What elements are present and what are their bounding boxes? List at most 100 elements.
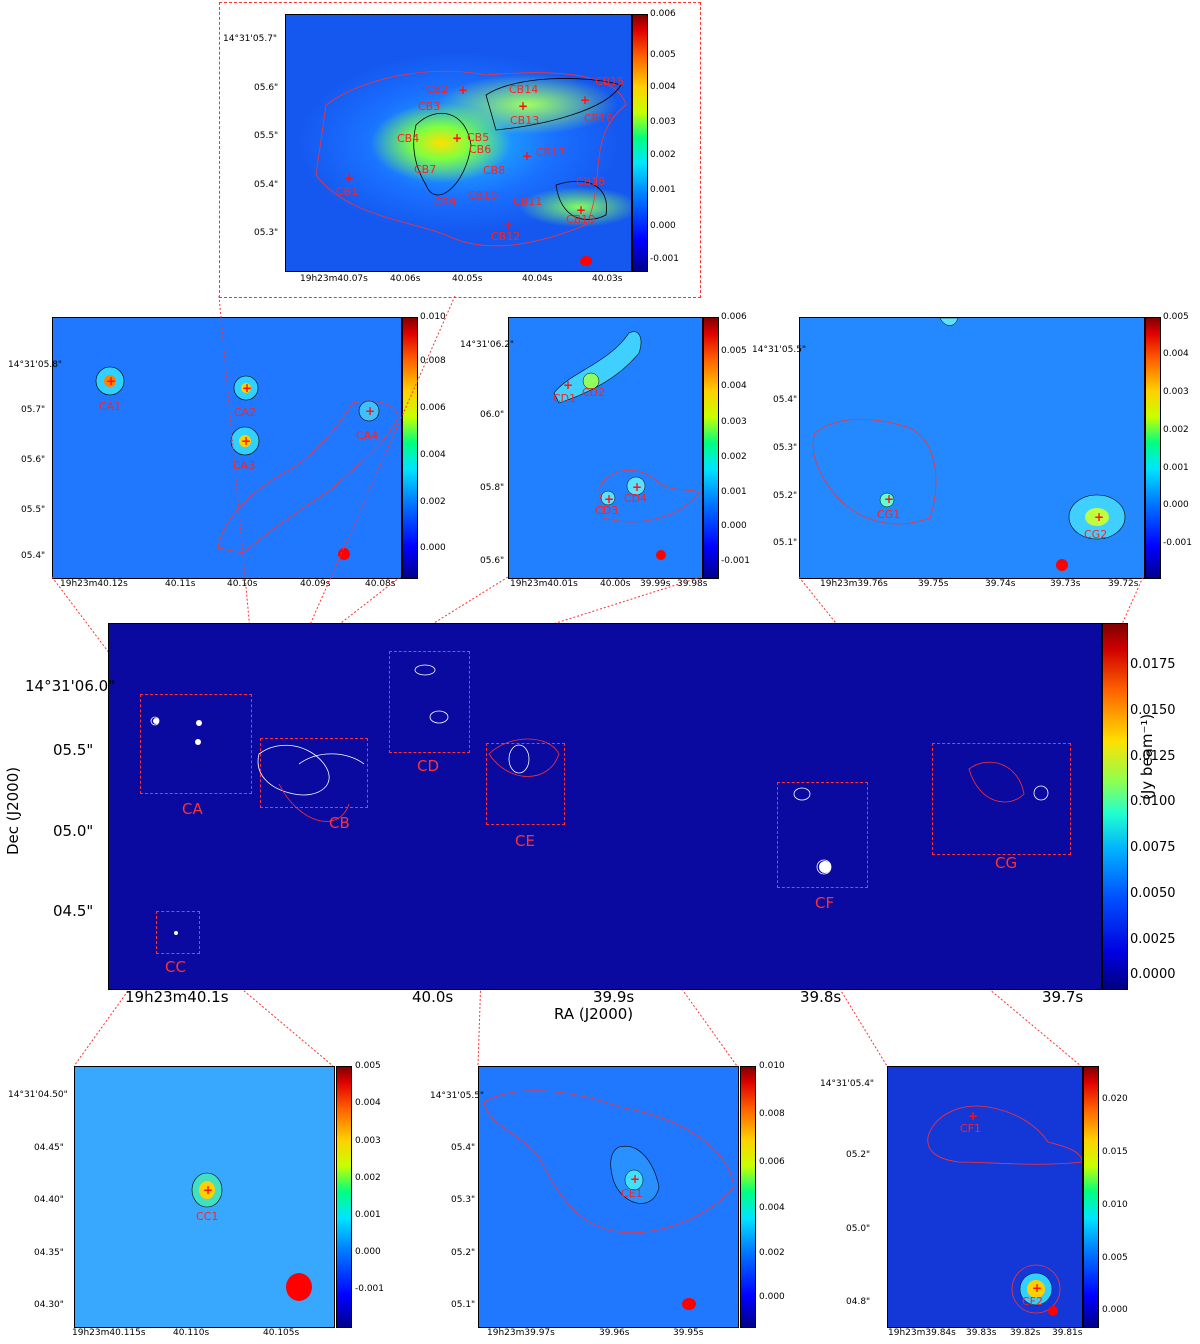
- source-label-cb19: CB19: [566, 213, 596, 226]
- source-label-cb1: CB1: [336, 185, 359, 198]
- cbar-tick: 0.006: [650, 9, 676, 19]
- cbar-tick: 0.001: [355, 1210, 381, 1220]
- source-marker: +: [241, 434, 252, 448]
- cbar-tick: 0.003: [1163, 387, 1189, 397]
- ra-tick: 19h23m39.84s: [888, 1328, 956, 1338]
- ra-tick: 40.110s: [173, 1328, 210, 1338]
- dec-tick: 05.5": [53, 741, 94, 759]
- panel-cc-colorbar: [336, 1066, 352, 1328]
- cbar-tick: -0.001: [355, 1284, 385, 1294]
- source-label-cf1: CF1: [960, 1122, 982, 1135]
- source-marker: +: [452, 131, 463, 145]
- cbar-tick: 0.000: [759, 1292, 785, 1302]
- region-label-cf: CF: [815, 894, 835, 912]
- ra-tick: 39.75s: [918, 579, 949, 589]
- region-box-cc: [156, 911, 200, 954]
- cbar-tick: 0.0150: [1130, 703, 1176, 718]
- ra-tick: 40.105s: [263, 1328, 300, 1338]
- source-marker: +: [1032, 1281, 1043, 1295]
- cbar-tick: 0.0100: [1130, 794, 1176, 809]
- region-label-ce: CE: [515, 832, 535, 850]
- region-label-cd: CD: [417, 757, 440, 775]
- region-box-cb: [260, 738, 368, 808]
- source-label-cd2: CD2: [582, 386, 606, 399]
- source-label-cb9: CB9: [434, 196, 457, 209]
- source-marker: +: [344, 171, 355, 185]
- cbar-tick: 0.002: [650, 150, 676, 160]
- source-label-cb12: CB12: [491, 230, 521, 243]
- cbar-tick: 0.004: [1163, 349, 1189, 359]
- panel-cb-dashed-frame: [219, 2, 701, 298]
- source-label-cb7: CB7: [414, 163, 437, 176]
- source-label-cb4: CB4: [397, 132, 420, 145]
- cbar-tick: 0.001: [650, 185, 676, 195]
- source-label-cb5: CB5: [467, 131, 490, 144]
- cbar-tick: 0.005: [1102, 1253, 1128, 1263]
- dec-tick: 05.7": [21, 405, 46, 415]
- cbar-tick: 0.004: [420, 450, 446, 460]
- ra-tick: 39.95s: [673, 1328, 704, 1338]
- ra-tick: 39.8s: [800, 988, 842, 1006]
- dec-tick: 04.45": [34, 1143, 64, 1153]
- source-label-cg2: CG2: [1084, 528, 1108, 541]
- region-box-cd: [389, 651, 470, 753]
- cbar-tick: 0.0025: [1130, 932, 1176, 947]
- panel-cg-image: + CG1 + CG2: [799, 317, 1145, 579]
- source-marker: +: [522, 149, 533, 163]
- source-label-cd3: CD3: [595, 504, 619, 517]
- ra-tick: 40.03s: [592, 274, 623, 284]
- cbar-tick: 0.002: [1163, 425, 1189, 435]
- panel-cc-image: + CC1: [74, 1066, 335, 1328]
- cbar-tick: 0.0125: [1130, 749, 1176, 764]
- cbar-tick: 0.000: [1102, 1305, 1128, 1315]
- source-marker: +: [518, 99, 529, 113]
- source-label-cd1: CD1: [553, 392, 577, 405]
- ra-tick: 19h23m40.01s: [510, 579, 578, 589]
- region-box-cg: [932, 743, 1071, 855]
- ra-tick: 39.81s: [1052, 1328, 1083, 1338]
- ra-tick: 39.96s: [599, 1328, 630, 1338]
- source-label-ca3: CA3: [233, 459, 256, 472]
- cbar-tick: 0.005: [650, 50, 676, 60]
- panel-cg-colorbar: [1145, 317, 1161, 579]
- source-marker: +: [458, 83, 469, 97]
- panel-ca-contours: [95, 366, 399, 560]
- dec-tick: 05.0": [846, 1224, 871, 1234]
- source-marker: +: [503, 218, 514, 232]
- cbar-tick: 0.003: [721, 417, 747, 427]
- cbar-tick: 0.005: [1163, 312, 1189, 322]
- panel-ca-colorbar: [402, 317, 418, 579]
- panel-cf-colorbar: [1083, 1066, 1099, 1328]
- panel-ca-image: + CA1 + CA2 + CA3 + CA4: [52, 317, 402, 579]
- source-label-cc1: CC1: [196, 1210, 219, 1223]
- cbar-tick: 0.010: [1102, 1200, 1128, 1210]
- ra-tick: 39.82s: [1010, 1328, 1041, 1338]
- dec-tick: 05.6": [480, 556, 505, 566]
- cbar-tick: 0.010: [759, 1061, 785, 1071]
- source-marker: +: [968, 1109, 979, 1123]
- cbar-tick: 0.004: [721, 381, 747, 391]
- cbar-tick: 0.006: [721, 312, 747, 322]
- source-label-cb10: CB10: [468, 189, 498, 202]
- cbar-tick: 0.000: [721, 521, 747, 531]
- cbar-tick: 0.005: [355, 1061, 381, 1071]
- dec-tick: 14°31'05.8": [8, 360, 63, 370]
- source-label-cb15: CB15: [595, 75, 625, 88]
- panel-cd-image: + CD1 CD2 + CD3 + CD4: [508, 317, 703, 579]
- ra-tick: 39.83s: [966, 1328, 997, 1338]
- cbar-tick: 0.008: [759, 1109, 785, 1119]
- cbar-tick: -0.001: [1163, 538, 1193, 548]
- cbar-tick: -0.001: [721, 556, 751, 566]
- dec-tick: 14°31'04.50": [8, 1090, 68, 1100]
- cbar-tick: 0.002: [420, 497, 446, 507]
- cbar-tick: 0.002: [759, 1248, 785, 1258]
- source-marker: +: [1094, 510, 1105, 524]
- cbar-tick: 0.002: [721, 452, 747, 462]
- dec-tick: 05.8": [480, 483, 505, 493]
- cbar-tick: 0.020: [1102, 1094, 1128, 1104]
- source-label-cf2: CF2: [1022, 1295, 1044, 1308]
- dec-tick: 14°31'05.5": [430, 1091, 485, 1101]
- panel-cd-colorbar: [703, 317, 719, 579]
- dec-tick: 14°31'05.5": [752, 345, 807, 355]
- ra-tick: 39.98s: [677, 579, 708, 589]
